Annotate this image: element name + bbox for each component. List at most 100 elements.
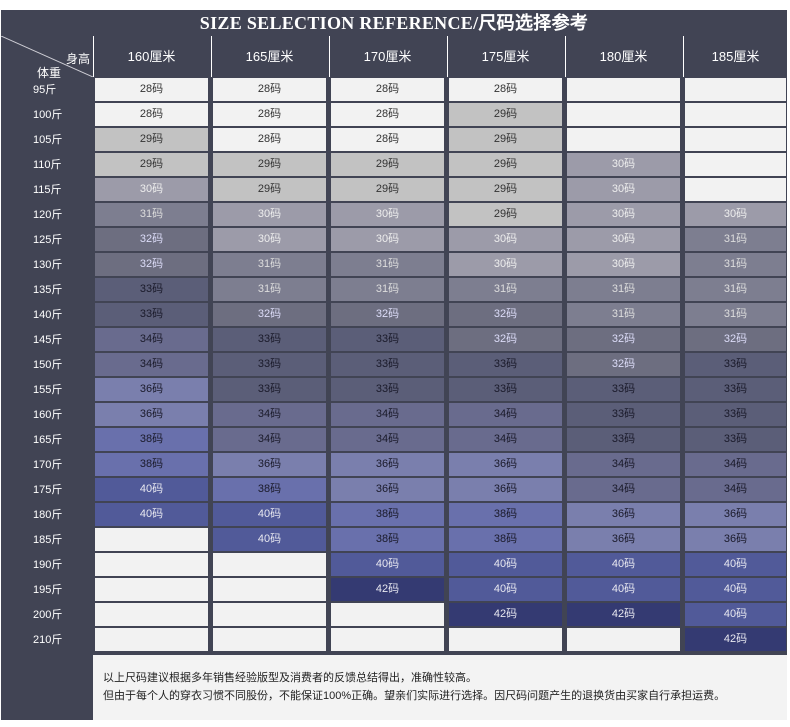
size-cell: 29码: [213, 153, 326, 176]
size-cell: [449, 628, 562, 651]
size-cell: 34码: [449, 403, 562, 426]
size-cell: 30码: [331, 228, 444, 251]
size-cell: 31码: [95, 203, 208, 226]
weight-header: 140斤: [33, 309, 63, 321]
size-cell: 30码: [449, 253, 562, 276]
size-cell: [95, 578, 208, 601]
weight-header: 155斤: [33, 384, 63, 396]
size-cell: 33码: [567, 378, 680, 401]
size-cell: 33码: [331, 328, 444, 351]
size-cell: 40码: [331, 553, 444, 576]
weight-header: 195斤: [33, 584, 63, 596]
size-cell: 34码: [331, 403, 444, 426]
size-cell: 30码: [95, 178, 208, 201]
size-cell: 38码: [213, 478, 326, 501]
size-cell: 28码: [95, 78, 208, 101]
size-cell: 33码: [685, 403, 786, 426]
height-axis-label: 身高: [65, 52, 90, 66]
height-header: 165厘米: [211, 36, 327, 77]
size-cell: 29码: [449, 153, 562, 176]
size-cell: 28码: [449, 78, 562, 101]
size-cell: 29码: [95, 128, 208, 151]
weight-header: 200斤: [33, 609, 63, 621]
size-cell: [95, 528, 208, 551]
size-cell: 31码: [567, 303, 680, 326]
weight-header: 185斤: [33, 534, 63, 546]
size-cell: 36码: [567, 528, 680, 551]
size-cell: 32码: [331, 303, 444, 326]
weight-header: 210斤: [33, 634, 63, 646]
size-cell: 36码: [567, 503, 680, 526]
size-cell: [213, 603, 326, 626]
size-cell: 30码: [213, 203, 326, 226]
height-header: 170厘米: [329, 36, 445, 77]
size-cell: [685, 178, 786, 201]
size-cell: 33码: [213, 378, 326, 401]
size-cell: 34码: [567, 453, 680, 476]
size-cell: 42码: [449, 603, 562, 626]
size-cell: 40码: [449, 553, 562, 576]
weight-header: 175斤: [33, 484, 63, 496]
size-cell: 31码: [213, 253, 326, 276]
size-cell: 36码: [449, 478, 562, 501]
size-cell: 36码: [331, 453, 444, 476]
size-cell: 33码: [567, 403, 680, 426]
weight-axis-label: 体重: [37, 66, 62, 80]
size-cell: 29码: [95, 153, 208, 176]
size-cell: [213, 578, 326, 601]
size-cell: 33码: [331, 353, 444, 376]
weight-header: 110斤: [33, 159, 62, 171]
size-cell: 36码: [331, 478, 444, 501]
size-cell: 40码: [685, 553, 786, 576]
size-cell: 32码: [567, 328, 680, 351]
chart-title: SIZE SELECTION REFERENCE/尺码选择参考: [199, 13, 589, 33]
note-line-1: 以上尺码建议根据多年销售经验版型及消费者的反馈总结得出，准确性较高。: [103, 672, 477, 684]
size-cell: 40码: [567, 578, 680, 601]
size-cell: 40码: [95, 503, 208, 526]
size-cell: 31码: [685, 303, 786, 326]
size-cell: 31码: [331, 278, 444, 301]
size-cell: 31码: [331, 253, 444, 276]
height-header: 185厘米: [683, 36, 787, 77]
size-cell: [567, 628, 680, 651]
disclaimer-note: 以上尺码建议根据多年销售经验版型及消费者的反馈总结得出，准确性较高。 但由于每个…: [93, 655, 787, 720]
size-cell: 33码: [685, 378, 786, 401]
size-cell: 38码: [331, 503, 444, 526]
weight-header: 145斤: [33, 334, 63, 346]
weight-header: 105斤: [33, 134, 63, 146]
size-cell: 38码: [331, 528, 444, 551]
size-cell: 29码: [213, 178, 326, 201]
height-header: 160厘米: [93, 36, 209, 77]
size-cell: 40码: [95, 478, 208, 501]
size-cell: [685, 128, 786, 151]
size-cell: 30码: [685, 203, 786, 226]
size-cell: [685, 153, 786, 176]
size-cell: 33码: [685, 353, 786, 376]
weight-header: 130斤: [33, 259, 63, 271]
size-cell: 34码: [213, 403, 326, 426]
size-cell: 34码: [567, 478, 680, 501]
size-cell: 33码: [449, 353, 562, 376]
size-cell: 28码: [331, 103, 444, 126]
size-cell: 33码: [685, 428, 786, 451]
weight-header: 180斤: [33, 509, 63, 521]
size-cell: [567, 103, 680, 126]
size-cell: 28码: [213, 103, 326, 126]
size-cell: 32码: [567, 353, 680, 376]
size-cell: 36码: [685, 503, 786, 526]
height-header: 180厘米: [565, 36, 681, 77]
size-cell: 40码: [213, 528, 326, 551]
size-cell: 33码: [213, 328, 326, 351]
size-cell: 30码: [213, 228, 326, 251]
weight-header: 125斤: [33, 234, 63, 246]
size-cell: 36码: [449, 453, 562, 476]
size-cell: 30码: [567, 253, 680, 276]
size-cell: 42码: [567, 603, 680, 626]
size-cell: 31码: [685, 228, 786, 251]
size-cell: [95, 553, 208, 576]
size-cell: 34码: [685, 453, 786, 476]
size-cell: 30码: [449, 228, 562, 251]
size-cell: 32码: [449, 328, 562, 351]
size-cell: 28码: [213, 78, 326, 101]
size-cell: 30码: [331, 203, 444, 226]
